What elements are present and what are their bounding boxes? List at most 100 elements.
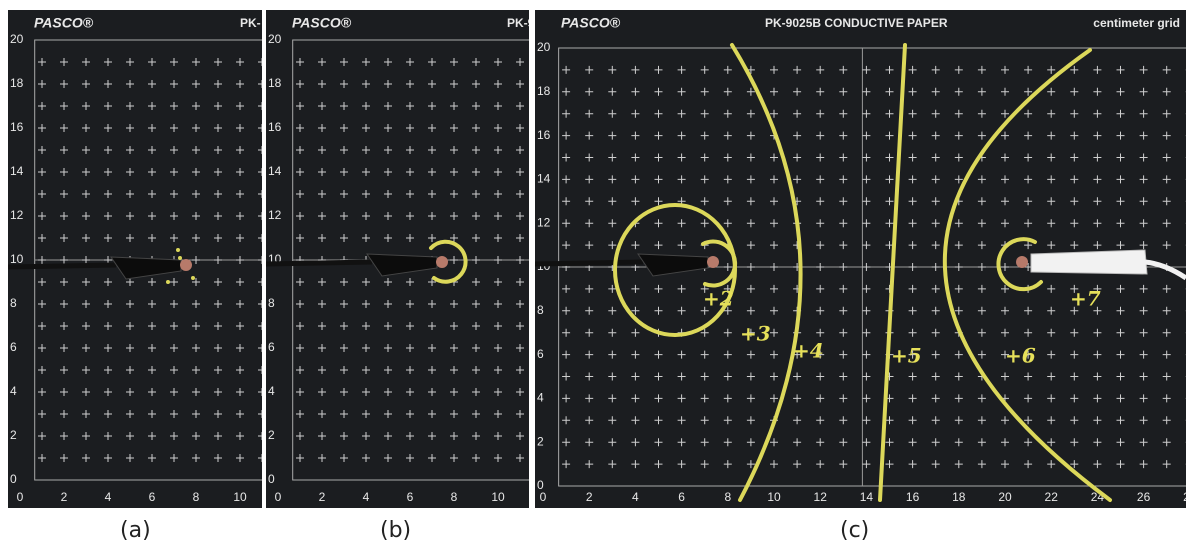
grid-cross: [1140, 438, 1148, 446]
grid-cross: [494, 344, 502, 352]
grid-cross: [1024, 88, 1032, 96]
grid-cross: [816, 175, 824, 183]
potential-label: +6: [1005, 344, 1036, 368]
grid-cross: [1163, 373, 1171, 381]
grid-cross: [494, 212, 502, 220]
grid-cross: [472, 454, 480, 462]
grid-cross: [472, 124, 480, 132]
grid-cross: [747, 416, 755, 424]
grid-cross: [978, 351, 986, 359]
grid-cross: [631, 373, 639, 381]
grid-cross: [793, 373, 801, 381]
grid-cross: [1024, 66, 1032, 74]
grid-cross: [770, 197, 778, 205]
brand-logo: PASCO®: [292, 15, 352, 31]
grid-cross: [562, 373, 570, 381]
grid-cross: [1047, 110, 1055, 118]
grid-cross: [362, 124, 370, 132]
grid-cross: [60, 102, 68, 110]
grid-cross: [82, 80, 90, 88]
grid-cross: [701, 110, 709, 118]
grid-cross: [886, 110, 894, 118]
grid-cross: [1001, 154, 1009, 162]
grid-cross: [318, 278, 326, 286]
y-axis-label: 12: [537, 215, 551, 229]
grid-cross: [296, 212, 304, 220]
potential-label: +4: [793, 339, 824, 363]
grid-cross: [104, 234, 112, 242]
y-axis-label: 10: [10, 252, 24, 266]
grid-cross: [978, 263, 986, 271]
grid-cross: [862, 351, 870, 359]
grid-cross: [258, 58, 262, 66]
grid-cross: [516, 410, 524, 418]
x-axis-label: 26: [1137, 490, 1151, 504]
grid-cross: [932, 438, 940, 446]
grid-cross: [318, 190, 326, 198]
grid-cross: [932, 241, 940, 249]
grid-cross: [839, 154, 847, 162]
paper-header: PK-9025B CONDUCTIVE PAPER: [765, 16, 948, 30]
x-axis-label: 12: [814, 490, 828, 504]
y-axis-label: 2: [268, 428, 275, 442]
wire: [8, 265, 116, 267]
grid-cross: [839, 241, 847, 249]
grid-cross: [362, 278, 370, 286]
grid-cross: [955, 285, 963, 293]
grid-cross: [585, 307, 593, 315]
equipotential-curve: [732, 45, 801, 500]
grid-cross: [406, 388, 414, 396]
grid-cross: [701, 373, 709, 381]
grid-cross: [192, 234, 200, 242]
grid-cross: [1117, 110, 1125, 118]
grid-cross: [494, 410, 502, 418]
y-axis-label: 2: [537, 434, 544, 448]
grid-cross: [1070, 394, 1078, 402]
y-axis-label: 16: [537, 128, 551, 142]
grid-cross: [472, 190, 480, 198]
grid-cross: [747, 438, 755, 446]
grid-cross: [816, 416, 824, 424]
grid-cross: [450, 432, 458, 440]
grid-cross: [1047, 460, 1055, 468]
grid-cross: [839, 66, 847, 74]
grid-cross: [608, 219, 616, 227]
grid-cross: [562, 351, 570, 359]
grid-cross: [516, 234, 524, 242]
grid-cross: [770, 88, 778, 96]
grid-cross: [701, 394, 709, 402]
grid-cross: [1140, 175, 1148, 183]
grid-cross: [631, 329, 639, 337]
grid-cross: [1070, 373, 1078, 381]
grid-cross: [428, 300, 436, 308]
grid-cross: [724, 110, 732, 118]
grid-cross: [839, 285, 847, 293]
grid-cross: [1117, 219, 1125, 227]
grid-cross: [148, 278, 156, 286]
potential-label: +2: [703, 287, 734, 311]
grid-cross: [1140, 329, 1148, 337]
grid-cross: [1093, 438, 1101, 446]
grid-cross: [724, 460, 732, 468]
grid-cross: [816, 132, 824, 140]
grid-cross: [955, 263, 963, 271]
grid-cross: [747, 263, 755, 271]
grid-cross: [678, 219, 686, 227]
grid-cross: [562, 154, 570, 162]
grid-cross: [608, 351, 616, 359]
grid-cross: [1024, 373, 1032, 381]
y-axis-label: 6: [537, 347, 544, 361]
grid-cross: [562, 132, 570, 140]
grid-cross: [1163, 132, 1171, 140]
grid-cross: [1163, 88, 1171, 96]
grid-cross: [955, 241, 963, 249]
grid-cross: [839, 307, 847, 315]
grid-cross: [608, 154, 616, 162]
grid-cross: [909, 285, 917, 293]
y-axis-label: 6: [268, 340, 275, 354]
grid-cross: [192, 322, 200, 330]
grid-cross: [192, 124, 200, 132]
grid-cross: [516, 344, 524, 352]
grid-cross: [192, 410, 200, 418]
grid-cross: [450, 146, 458, 154]
